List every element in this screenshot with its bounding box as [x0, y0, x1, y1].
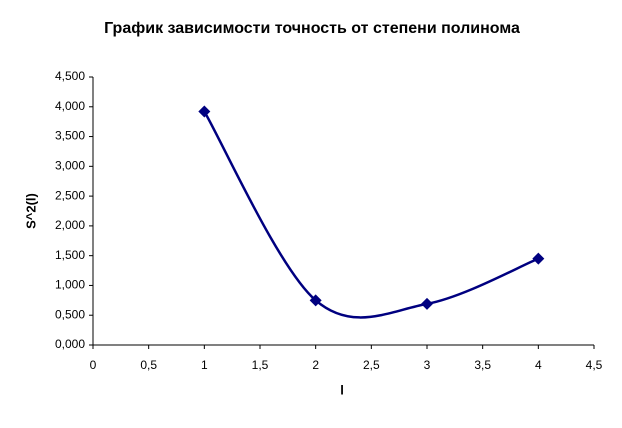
x-axis-label: l: [340, 382, 344, 397]
x-tick-label: 3: [424, 358, 431, 372]
marker: [421, 297, 433, 310]
y-tick-label: 3,000: [55, 159, 85, 173]
marker: [309, 294, 322, 307]
y-tick-label: 4,000: [55, 99, 85, 113]
y-tick-label: 0,000: [55, 337, 85, 351]
marker: [532, 252, 545, 265]
y-tick-label: 0,500: [55, 307, 85, 321]
chart-title: График зависимости точность от степени п…: [104, 20, 520, 37]
x-tick-label: 0,5: [140, 358, 157, 372]
x-tick-label: 0: [90, 358, 97, 372]
x-tick-label: 2,5: [363, 358, 380, 372]
x-tick-label: 1,5: [252, 358, 269, 372]
x-tick-label: 1: [201, 358, 208, 372]
y-axis-label: S^2(l): [23, 193, 38, 229]
series-line: [203, 110, 539, 319]
x-tick-label: 3,5: [474, 358, 491, 372]
y-tick-label: 2,000: [55, 218, 85, 232]
marker: [198, 105, 211, 118]
y-tick-label: 3,500: [55, 129, 85, 143]
y-tick-label: 2,500: [55, 188, 85, 202]
y-tick-label: 1,000: [55, 278, 85, 292]
y-tick-label: 4,500: [55, 69, 85, 83]
x-tick-label: 2: [312, 358, 319, 372]
x-tick-label: 4,5: [586, 358, 603, 372]
y-tick-label: 1,500: [55, 248, 85, 262]
x-tick-label: 4: [535, 358, 542, 372]
